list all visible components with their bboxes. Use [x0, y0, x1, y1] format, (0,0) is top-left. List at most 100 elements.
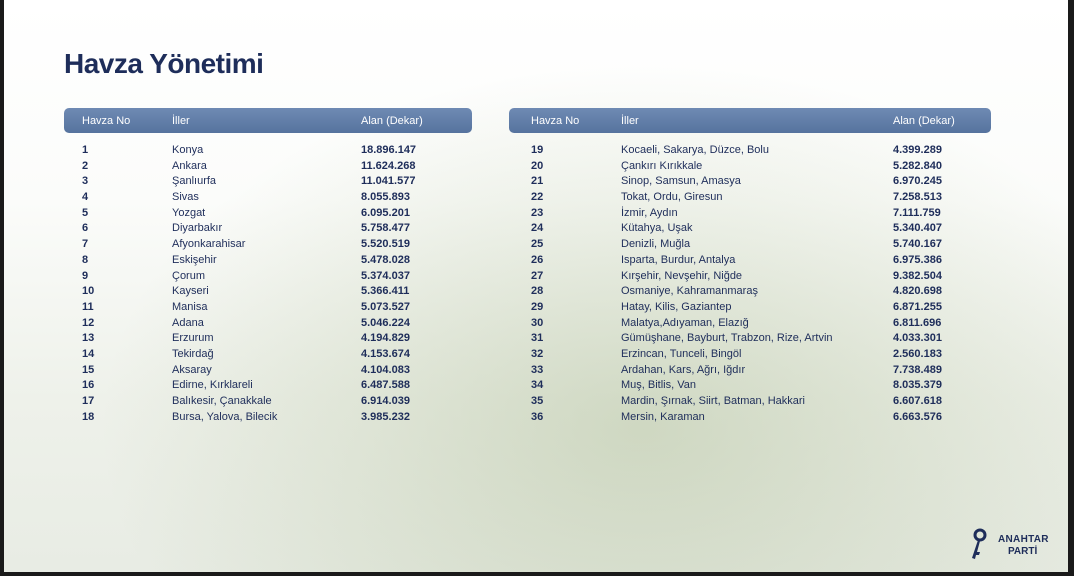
logo-text-line2: PARTİ	[1008, 546, 1038, 557]
table-row: 13 Erzurum 4.194.829	[64, 331, 472, 347]
basin-no: 6	[82, 222, 89, 235]
table-row: 21 Sinop, Samsun, Amasya 6.970.245	[509, 174, 991, 190]
provinces: Diyarbakır	[172, 222, 223, 235]
area-value: 5.366.411	[361, 285, 410, 298]
basin-no: 17	[82, 395, 95, 407]
provinces: İzmir, Aydın	[621, 206, 678, 219]
table-row: 3 Şanlıurfa 11.041.577	[64, 174, 472, 190]
logo-text-line1: ANAHTAR	[998, 534, 1049, 545]
area-value: 6.095.201	[361, 206, 410, 219]
table-rows: 1 Konya 18.896.147 2 Ankara 11.624.268 3 Şanlıu…	[64, 143, 472, 425]
key-icon	[972, 528, 987, 559]
provinces: Manisa	[172, 300, 208, 313]
slide: Havza Yönetimi Havza No İller Alan (Deka…	[4, 0, 1068, 572]
table-row: 16 Edirne, Kırklareli 6.487.588	[64, 378, 472, 394]
basin-no: 3	[82, 175, 89, 188]
basin-no: 36	[531, 410, 544, 423]
provinces: Adana	[172, 316, 204, 329]
basin-no: 10	[82, 285, 95, 298]
provinces: Isparta, Burdur, Antalya	[621, 253, 736, 266]
provinces: Çankırı Kırıkkale	[621, 159, 703, 172]
basin-no: 7	[82, 238, 89, 251]
table-row: 8 Eskişehir 5.478.028	[64, 253, 472, 269]
table-row: 14 Tekirdağ 4.153.674	[64, 347, 472, 363]
table-row: 1 Konya 18.896.147	[64, 143, 472, 159]
area-value: 5.758.477	[361, 222, 410, 235]
party-logo: ANAHTAR PARTİ	[966, 528, 1066, 564]
area-value: 8.035.379	[893, 379, 942, 392]
basin-no: 1	[82, 144, 89, 156]
provinces: Kütahya, Uşak	[621, 222, 693, 235]
provinces: Eskişehir	[172, 253, 217, 266]
basin-no: 24	[531, 222, 544, 235]
basin-no: 18	[82, 410, 95, 423]
basin-no: 8	[82, 253, 89, 266]
basin-no: 16	[82, 379, 95, 392]
basin-no: 14	[82, 347, 95, 360]
table-row: 9 Çorum 5.374.037	[64, 269, 472, 285]
basin-no: 28	[531, 285, 544, 298]
basin-no: 13	[82, 332, 95, 345]
provinces: Osmaniye, Kahramanmaraş	[621, 285, 758, 298]
table-row: 4 Sivas 8.055.893	[64, 190, 472, 206]
provinces: Malatya,Adıyaman, Elazığ	[621, 316, 749, 329]
table-header: Havza No İller Alan (Dekar)	[509, 108, 991, 133]
area-value: 3.985.232	[361, 410, 410, 423]
table-row: 7 Afyonkarahisar 5.520.519	[64, 237, 472, 253]
provinces: Erzincan, Tunceli, Bingöl	[621, 347, 742, 360]
table-row: 30 Malatya,Adıyaman, Elazığ 6.811.696	[509, 316, 991, 332]
basin-no: 4	[82, 191, 89, 204]
provinces: Kayseri	[172, 285, 209, 298]
header-area: Alan (Dekar)	[361, 115, 423, 127]
table-rows: 19 Kocaeli, Sakarya, Düzce, Bolu 4.399.289…	[509, 143, 991, 425]
provinces: Yozgat	[172, 206, 206, 219]
provinces: Balıkesir, Çanakkale	[172, 395, 272, 407]
provinces: Muş, Bitlis, Van	[621, 379, 696, 392]
basin-no: 30	[531, 316, 544, 329]
basin-no: 33	[531, 363, 544, 376]
basin-no: 2	[82, 159, 89, 172]
table-row: 23 İzmir, Aydın 7.111.759	[509, 206, 991, 222]
table-row: 27 Kırşehir, Nevşehir, Niğde 9.382.504	[509, 269, 991, 285]
basin-no: 23	[531, 206, 544, 219]
header-basin-no: Havza No	[82, 115, 131, 127]
basin-no: 34	[531, 379, 544, 392]
provinces: Kocaeli, Sakarya, Düzce, Bolu	[621, 144, 769, 156]
basin-no: 15	[82, 363, 95, 376]
basin-no: 11	[82, 300, 94, 313]
area-value: 6.487.588	[361, 379, 410, 392]
area-value: 7.111.759	[893, 206, 941, 219]
provinces: Ankara	[172, 159, 207, 172]
basin-no: 20	[531, 159, 544, 172]
table-row: 18 Bursa, Yalova, Bilecik 3.985.232	[64, 410, 472, 426]
table-row: 6 Diyarbakır 5.758.477	[64, 221, 472, 237]
area-value: 7.258.513	[893, 191, 942, 204]
provinces: Gümüşhane, Bayburt, Trabzon, Rize, Artvi…	[621, 332, 833, 345]
provinces: Aksaray	[172, 363, 212, 376]
provinces: Denizli, Muğla	[621, 238, 691, 251]
area-value: 5.740.167	[893, 238, 942, 251]
table-row: 12 Adana 5.046.224	[64, 316, 472, 332]
area-value: 4.399.289	[893, 144, 942, 156]
table-row: 33 Ardahan, Kars, Ağrı, Iğdır 7.738.489	[509, 363, 991, 379]
table-row: 22 Tokat, Ordu, Giresun 7.258.513	[509, 190, 991, 206]
area-value: 6.811.696	[893, 316, 942, 329]
area-value: 11.041.577	[361, 175, 416, 188]
header-provinces: İller	[621, 115, 639, 127]
provinces: Konya	[172, 144, 204, 156]
table-row: 24 Kütahya, Uşak 5.340.407	[509, 221, 991, 237]
area-value: 2.560.183	[893, 347, 942, 360]
area-value: 5.073.527	[361, 300, 410, 313]
area-value: 11.624.268	[361, 159, 416, 172]
table-header: Havza No İller Alan (Dekar)	[64, 108, 472, 133]
area-value: 8.055.893	[361, 191, 410, 204]
basin-no: 12	[82, 316, 95, 329]
area-value: 5.478.028	[361, 253, 410, 266]
table-row: 5 Yozgat 6.095.201	[64, 206, 472, 222]
basin-table-right: Havza No İller Alan (Dekar) 19 Kocaeli, S…	[509, 108, 991, 425]
table-row: 35 Mardin, Şırnak, Siirt, Batman, Hakkari…	[509, 394, 991, 410]
page-title: Havza Yönetimi	[64, 48, 264, 79]
basin-no: 5	[82, 206, 89, 219]
table-row: 32 Erzincan, Tunceli, Bingöl 2.560.183	[509, 347, 991, 363]
area-value: 4.104.083	[361, 363, 410, 376]
